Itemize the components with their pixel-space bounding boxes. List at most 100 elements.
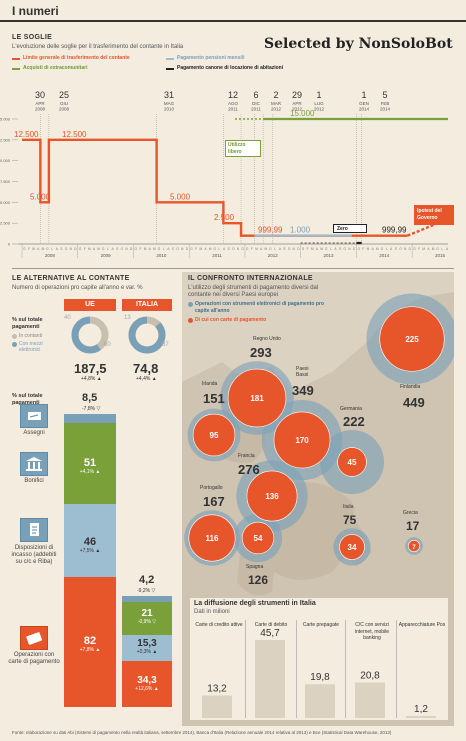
month-label: A [111, 247, 114, 251]
it-change-carte: +12,6% ▲ [135, 686, 159, 692]
month-label: M [265, 247, 268, 251]
bubble-cards-portogallo [188, 514, 236, 562]
y-tick-label: 2.500 [0, 221, 11, 226]
month-label: A [223, 247, 226, 251]
line-label-limite-3: 5.000 [170, 192, 191, 201]
month-label: G [214, 247, 217, 251]
month-label: D [130, 247, 133, 251]
donuts [71, 316, 166, 354]
watermark: Selected by NonSoloBot [264, 36, 453, 52]
date-month: GIU [60, 101, 68, 106]
it-value-assegni: 4,2 [139, 574, 155, 586]
month-label: F [28, 247, 30, 251]
year-label: 2009 [101, 253, 112, 258]
confronto-title: IL CONFRONTO INTERNAZIONALE [188, 275, 313, 282]
diffusione-bar-2 [305, 684, 335, 718]
month-label: M [422, 247, 425, 251]
month-label: S [339, 247, 341, 251]
month-label: G [158, 247, 161, 251]
date-year: 2014 [359, 107, 370, 112]
month-label: M [199, 247, 202, 251]
month-label: A [37, 247, 40, 251]
diffusione-bars: 13,2 45,7 19,8 20,8 1,2 [202, 628, 436, 718]
annotation-ipotesi: Ipotesi del Governo [417, 208, 442, 221]
year-label: 2013 [324, 253, 335, 258]
donut-legend-title: % sul totale pagamenti [12, 317, 43, 330]
diffusione-bar-3 [355, 682, 385, 718]
year-label: 2010 [156, 253, 167, 258]
month-label: D [186, 247, 189, 251]
page-header: I numeri [0, 0, 466, 22]
month-label: M [320, 247, 323, 251]
date-year: 2008 [35, 107, 46, 112]
row-label-bonifici: Bonifici [24, 478, 44, 484]
bubble-cards-italia [339, 534, 365, 560]
ue-bar-assegni [64, 414, 116, 423]
ue-change-bonifici: +4,1% ▲ [79, 469, 101, 475]
month-label: F [195, 247, 197, 251]
month-label: N [348, 247, 351, 251]
month-label: M [432, 247, 435, 251]
diffusione-value-3: 20,8 [360, 670, 380, 681]
month-label: O [65, 247, 68, 251]
legend-swatch-acquisti [12, 68, 20, 70]
legend-swatch-canone [166, 68, 174, 70]
it-change-assegni: -9,2% ▽ [137, 588, 156, 594]
diffusione-label-2: Carte prepagate [302, 622, 340, 628]
month-label: D [74, 247, 77, 251]
month-label: S [395, 247, 397, 251]
date-month: DIC [252, 101, 261, 106]
month-label: O [176, 247, 179, 251]
month-label: M [367, 247, 370, 251]
bubble-label-grecia: 7 [412, 545, 416, 551]
month-label: M [88, 247, 91, 251]
month-label: O [121, 247, 124, 251]
row-label-disposizioni: Disposizioni di incasso (addebiti su c/c… [11, 545, 57, 565]
month-label: A [372, 247, 375, 251]
y-tick-label: 10.000 [0, 158, 11, 163]
line-label-limite-4: 2.500 [214, 213, 235, 222]
month-label: G [381, 247, 384, 251]
y-tick-label: 7.500 [0, 179, 11, 184]
country-name-spagna: Spagna [246, 564, 264, 570]
line-label-limite-2: 12.500 [62, 130, 87, 139]
date-day: 5 [382, 90, 387, 100]
it-bar-disposizioni: 15,3 +0,3% ▲ [122, 635, 172, 661]
month-label: N [293, 247, 296, 251]
month-label: G [302, 247, 305, 251]
month-label: L [386, 247, 388, 251]
country-name-portogallo: Portogallo [200, 485, 223, 491]
date-month: FEB [381, 101, 390, 106]
month-label: M [97, 247, 100, 251]
date-day: 2 [273, 90, 278, 100]
date-day: 6 [253, 90, 258, 100]
diffusione-bar-1 [255, 640, 285, 718]
donut-it-elec-label: 87 [162, 342, 169, 348]
month-label: A [93, 247, 96, 251]
month-label: O [344, 247, 347, 251]
date-year: 2008 [59, 107, 70, 112]
year-label: 2008 [45, 253, 56, 258]
country-total-italia: 75 [343, 513, 357, 527]
legend-label-canone: Pagamento canone di locazione di abitazi… [177, 65, 284, 71]
it-change-bonifici: -0,9% ▽ [137, 619, 157, 625]
bubble-cards-paesi-bassi [273, 411, 331, 469]
month-label: G [23, 247, 26, 251]
document-icon [20, 518, 48, 542]
month-label: A [167, 247, 170, 251]
diffusione-value-0: 13,2 [207, 683, 227, 694]
cheque-icon [20, 404, 48, 428]
country-name-irlanda: Irlanda [202, 381, 218, 387]
bubble-cards-grecia [408, 540, 420, 552]
country-total-germania: 222 [343, 414, 365, 429]
month-label: M [255, 247, 258, 251]
separator [12, 268, 454, 269]
soglie-chart: 30APR200825GIU200831MAG201012AGO20116DIC… [0, 90, 449, 258]
country-name-finlandia: Finlandia [400, 384, 421, 390]
it-bar-bonifici: 21 -0,9% ▽ [122, 602, 172, 635]
month-label: A [260, 247, 263, 251]
month-label: G [436, 247, 439, 251]
soglie-title: LE SOGLIE [12, 34, 53, 41]
alternative-subtitle: Numero di operazioni pro capite all'anno… [12, 285, 143, 291]
donut-legend-electronic: Con mezzi elettronici [19, 341, 43, 353]
